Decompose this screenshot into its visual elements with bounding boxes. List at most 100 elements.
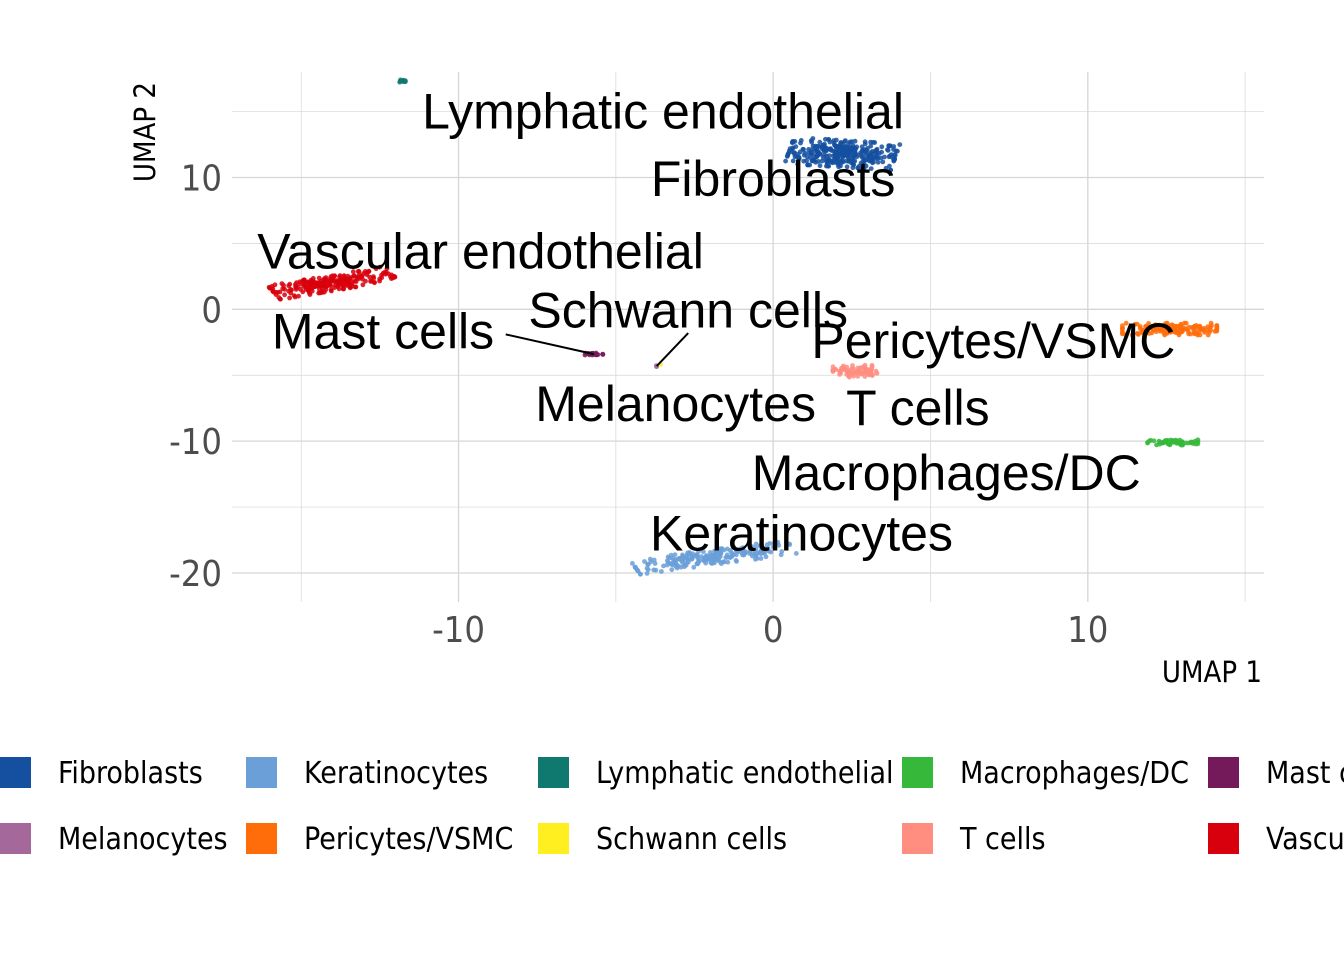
data-point bbox=[1169, 322, 1175, 328]
data-point bbox=[670, 562, 675, 568]
data-point bbox=[859, 148, 865, 154]
x-axis-label: UMAP 1 bbox=[1162, 655, 1262, 689]
data-point bbox=[1185, 440, 1191, 446]
data-point bbox=[349, 283, 355, 289]
legend-swatch bbox=[538, 823, 569, 854]
data-point bbox=[371, 275, 377, 281]
data-point bbox=[337, 281, 343, 286]
data-point bbox=[844, 164, 850, 170]
cluster-label: Pericytes/VSMC bbox=[811, 313, 1175, 369]
legend-swatch bbox=[1208, 757, 1239, 788]
legend-label: Vascular endothelial bbox=[1266, 822, 1344, 857]
cluster-labels: Lymphatic endothelial Fibroblasts Vascular… bbox=[257, 84, 1175, 562]
data-point bbox=[1163, 323, 1169, 329]
data-point bbox=[653, 567, 659, 573]
data-point bbox=[809, 139, 815, 145]
data-point bbox=[725, 559, 731, 565]
data-point bbox=[332, 273, 337, 279]
legend-swatch bbox=[902, 757, 933, 788]
data-point bbox=[815, 153, 820, 158]
data-point bbox=[1120, 325, 1125, 331]
data-point bbox=[887, 163, 892, 169]
data-point bbox=[368, 278, 373, 284]
legend-swatch bbox=[0, 823, 31, 854]
data-point bbox=[792, 139, 798, 144]
series-t-cells bbox=[830, 362, 880, 380]
data-point bbox=[341, 273, 347, 279]
data-point bbox=[282, 292, 287, 298]
data-point bbox=[811, 158, 817, 164]
data-point bbox=[644, 571, 650, 576]
data-point bbox=[632, 564, 638, 570]
series-pericytes-vsmc bbox=[1120, 320, 1220, 338]
series-keratinocytes bbox=[630, 539, 799, 577]
data-point bbox=[839, 366, 845, 371]
label-connector bbox=[505, 333, 595, 356]
data-point bbox=[1164, 330, 1170, 336]
data-point bbox=[270, 286, 276, 292]
data-point bbox=[776, 542, 782, 548]
data-point bbox=[1157, 440, 1163, 445]
data-point bbox=[827, 153, 832, 159]
data-point bbox=[875, 159, 881, 165]
legend-swatch bbox=[246, 757, 277, 788]
data-point bbox=[1202, 329, 1207, 335]
data-point bbox=[709, 559, 715, 565]
data-point bbox=[638, 571, 643, 577]
cluster-label: Keratinocytes bbox=[650, 505, 953, 561]
data-point bbox=[1140, 328, 1146, 334]
data-point bbox=[661, 563, 666, 569]
cluster-label: Melanocytes bbox=[535, 376, 816, 432]
data-point bbox=[401, 78, 406, 83]
x-tick-label: 0 bbox=[763, 610, 784, 651]
data-point bbox=[892, 157, 897, 162]
data-point bbox=[801, 152, 807, 158]
data-point bbox=[742, 550, 748, 556]
data-point bbox=[819, 146, 825, 152]
data-point bbox=[352, 278, 358, 284]
data-point bbox=[793, 551, 799, 556]
data-point bbox=[787, 146, 793, 152]
data-point bbox=[893, 148, 899, 154]
data-point bbox=[771, 544, 776, 550]
data-point bbox=[310, 276, 316, 281]
data-point bbox=[838, 140, 844, 146]
data-point bbox=[855, 370, 860, 376]
data-point bbox=[1120, 331, 1125, 337]
data-point bbox=[360, 282, 366, 288]
x-tick-label: -10 bbox=[432, 610, 485, 651]
data-point bbox=[779, 549, 785, 554]
data-point bbox=[735, 547, 740, 552]
data-point bbox=[830, 364, 836, 370]
data-point bbox=[693, 553, 699, 559]
data-point bbox=[871, 159, 876, 165]
data-point bbox=[319, 281, 325, 287]
series-macrophages-dc bbox=[1145, 437, 1201, 448]
data-point bbox=[377, 264, 383, 270]
data-point bbox=[642, 559, 647, 564]
cluster-label: Macrophages/DC bbox=[752, 445, 1141, 501]
data-point bbox=[382, 269, 388, 275]
data-point bbox=[1146, 321, 1151, 326]
data-point bbox=[307, 292, 313, 297]
data-point bbox=[852, 138, 858, 144]
data-point bbox=[346, 277, 352, 282]
data-point bbox=[1184, 327, 1190, 332]
legend-swatch bbox=[538, 757, 569, 788]
data-point bbox=[763, 554, 769, 560]
data-point bbox=[750, 553, 755, 559]
data-point bbox=[729, 554, 735, 559]
data-point bbox=[853, 152, 859, 158]
data-point bbox=[859, 144, 865, 150]
data-point bbox=[715, 554, 720, 559]
data-point bbox=[790, 158, 796, 164]
data-point bbox=[858, 365, 864, 371]
data-point bbox=[1183, 320, 1189, 326]
data-point bbox=[731, 544, 737, 550]
label-connector bbox=[656, 332, 689, 367]
data-point bbox=[812, 146, 818, 152]
data-point bbox=[1212, 328, 1218, 334]
data-point bbox=[830, 368, 836, 374]
data-point bbox=[296, 293, 301, 299]
data-point bbox=[846, 144, 852, 150]
